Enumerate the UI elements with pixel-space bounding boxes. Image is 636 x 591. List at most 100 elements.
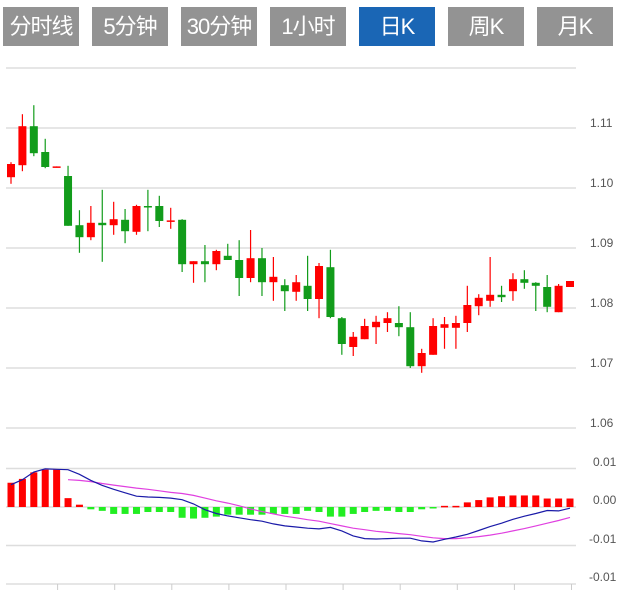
macd-histogram-bar [406, 507, 414, 513]
dif-line [10, 468, 571, 543]
tab-weekly-k[interactable]: 周K [448, 7, 524, 46]
candle-body [29, 126, 38, 154]
candle-body [109, 219, 118, 226]
macd-histogram-bar [292, 507, 300, 514]
macd-histogram-bar [64, 498, 72, 507]
candle-body [155, 206, 164, 221]
grid [6, 67, 576, 590]
candle-body [98, 222, 107, 226]
candle-body [429, 326, 438, 355]
tab-5min[interactable]: 5分钟 [92, 7, 168, 46]
candle-body [143, 206, 152, 208]
macd-histogram-bar [498, 496, 506, 507]
macd-histogram-bar [372, 507, 380, 511]
candle-body [486, 294, 495, 301]
candle-body [178, 219, 187, 265]
candle-body [531, 282, 540, 286]
candle-body [417, 353, 426, 367]
macd-histogram-bar [144, 507, 152, 513]
candle-body [200, 261, 209, 265]
macd-histogram-bar [441, 505, 449, 508]
tab-daily-k[interactable]: 日K [359, 7, 435, 46]
macd-tick-label: 0.00 [593, 493, 617, 507]
price-tick-label: 1.11 [590, 116, 613, 130]
macd-histogram-bar [383, 507, 391, 511]
macd-histogram-bar [75, 504, 83, 507]
macd-histogram-bar [463, 502, 471, 507]
macd-histogram-bar [87, 507, 95, 510]
macd-histogram-bar [532, 495, 540, 507]
candle-body [121, 219, 130, 232]
candle-body [497, 294, 506, 298]
macd-histogram-bar [520, 495, 528, 507]
price-tick-label: 1.09 [590, 236, 614, 250]
candle-body [554, 285, 563, 313]
candle-body [132, 206, 141, 232]
candle-body [86, 222, 95, 238]
price-tick-label: 1.07 [590, 356, 614, 370]
candle-body [189, 261, 198, 265]
candle-body [280, 285, 289, 292]
macd-histogram-bar [361, 507, 369, 513]
macd-histogram-bar [7, 482, 15, 507]
candle-body [75, 225, 84, 238]
macd-histogram-bar [110, 507, 118, 514]
macd-histogram-bar [212, 507, 220, 517]
macd-histogram-bar [486, 497, 494, 507]
dea-line [67, 479, 571, 540]
candle-body [7, 164, 15, 178]
macd-histogram-bar [41, 469, 49, 507]
macd-tick-label: -0.01 [589, 570, 617, 584]
macd-histogram-bar [224, 507, 232, 515]
candle-body [292, 282, 301, 292]
macd-histogram-bar [475, 500, 483, 507]
candle-body [543, 287, 552, 307]
macd-panel [7, 468, 574, 543]
candle-body [223, 255, 232, 260]
candle-body [166, 220, 175, 222]
candle-body [315, 266, 324, 299]
candle-body [52, 166, 61, 168]
macd-histogram-bar [53, 469, 61, 507]
tab-timeshare[interactable]: 分时线 [3, 7, 79, 46]
candle-body [508, 279, 517, 292]
macd-histogram-bar [566, 498, 574, 507]
macd-histogram-bar [395, 507, 403, 513]
macd-histogram-bar [155, 507, 163, 513]
candle-body [349, 336, 358, 347]
candle-body [303, 285, 312, 299]
macd-histogram-bar [452, 505, 460, 508]
macd-histogram-bar [326, 507, 334, 517]
macd-histogram-bar [418, 507, 426, 510]
candle-body [257, 258, 266, 283]
macd-histogram-bar [315, 507, 323, 513]
candle-body [64, 176, 73, 226]
macd-tick-label: 0.01 [593, 455, 617, 469]
tab-1hour[interactable]: 1小时 [270, 7, 346, 46]
candle-body [212, 251, 221, 265]
candle-body [383, 318, 392, 323]
macd-histogram-bar [201, 507, 209, 518]
macd-histogram-bar [178, 507, 186, 518]
macd-histogram-bar [555, 498, 563, 507]
candle-body [235, 260, 244, 278]
tab-monthly-k[interactable]: 月K [537, 7, 613, 46]
macd-histogram-bar [98, 507, 106, 511]
candlesticks [7, 105, 574, 373]
macd-histogram-bar [338, 507, 346, 517]
tab-30min[interactable]: 30分钟 [181, 7, 257, 46]
macd-histogram-bar [269, 507, 277, 514]
macd-histogram-bar [509, 495, 517, 507]
axis-labels: 1.11 1.10 1.09 1.08 1.07 1.06 0.01 0.00 … [589, 116, 617, 584]
macd-histogram-bar [190, 507, 198, 519]
candle-body [394, 323, 403, 328]
candle-body [463, 305, 472, 323]
candle-body [406, 327, 415, 367]
candle-body [474, 297, 483, 307]
candle-body [360, 326, 369, 340]
macd-histogram-bar [349, 507, 357, 514]
macd-histogram-bar [167, 507, 175, 513]
macd-histogram-bar [18, 478, 26, 507]
macd-histogram-bar [281, 507, 289, 514]
